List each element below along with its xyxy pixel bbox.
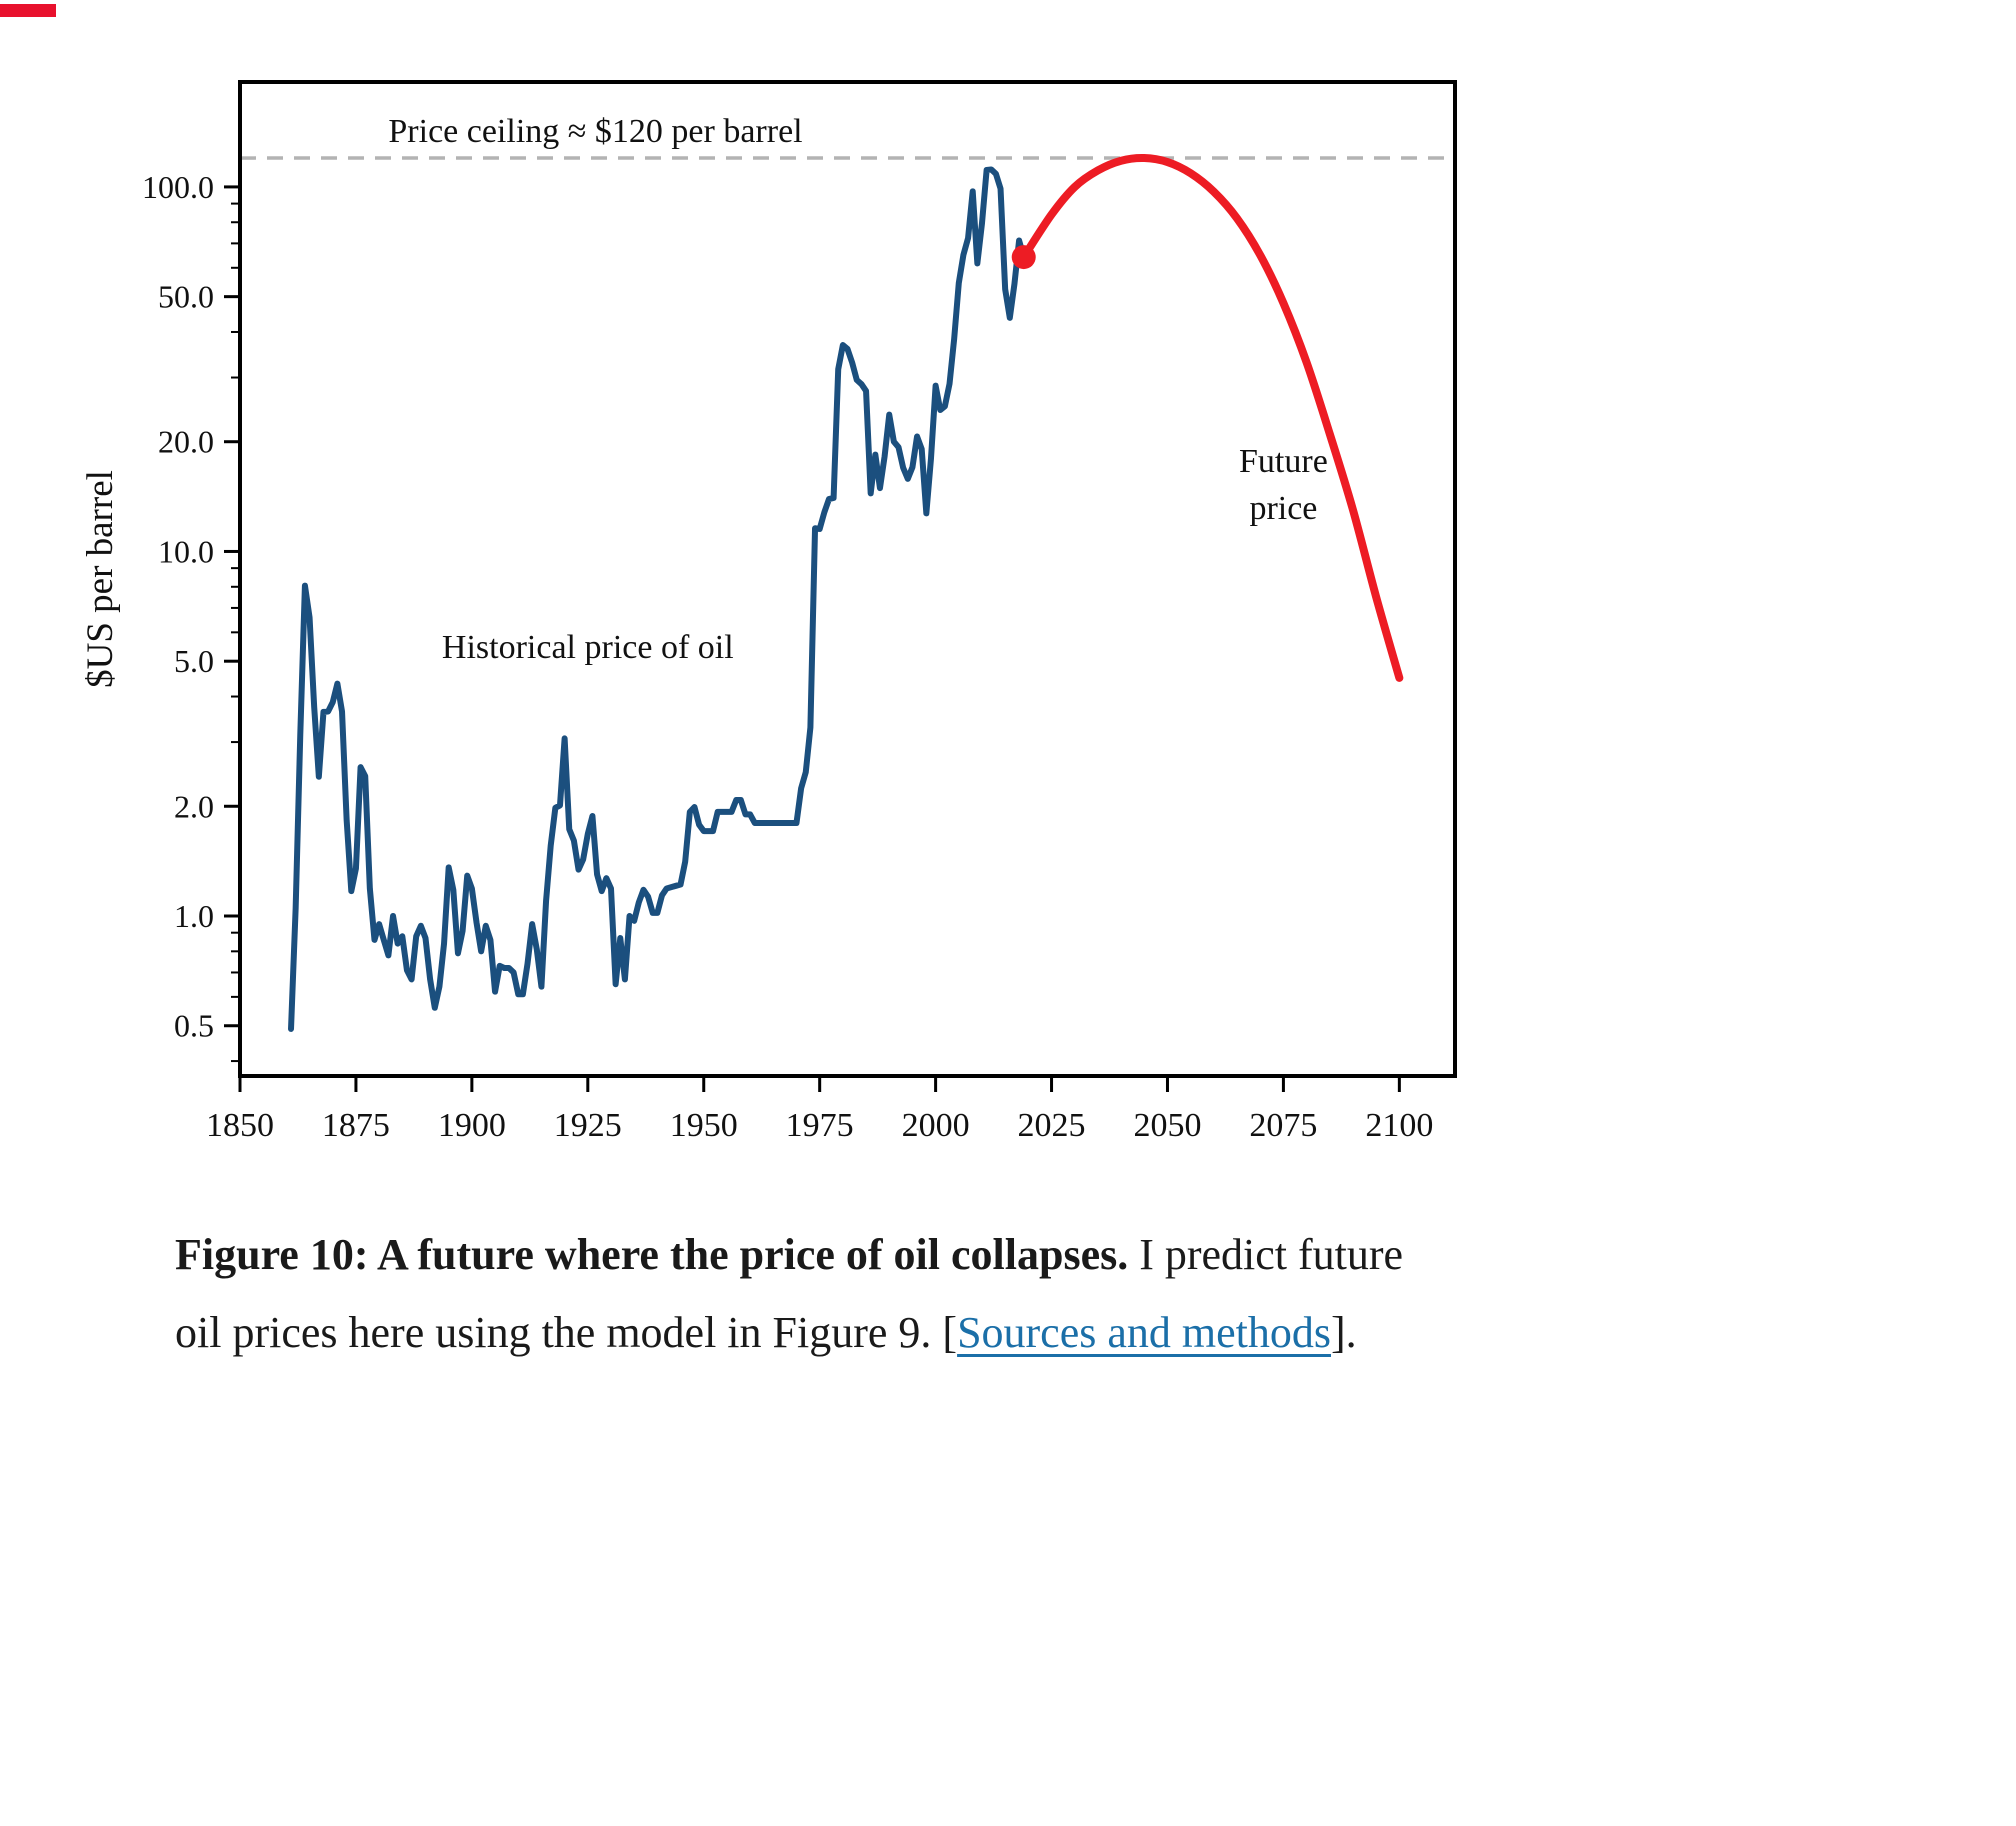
page-top-accent xyxy=(0,4,56,17)
x-tick-label: 2100 xyxy=(1365,1107,1433,1144)
y-tick-label: 1.0 xyxy=(174,898,214,934)
future-series-line xyxy=(1019,154,1404,682)
y-tick-label: 20.0 xyxy=(158,424,214,460)
y-tick-label: 0.5 xyxy=(174,1008,214,1044)
x-tick-label: 1975 xyxy=(786,1107,854,1144)
y-axis-label: $US per barrel xyxy=(80,470,121,688)
historical-series-line xyxy=(288,166,1027,1032)
oil-price-chart: 0.5 1.0 2.0 5.0 10.0 20.0 50.0 100.0 1850 1875 190… xyxy=(0,4,2016,1154)
caption-closing-text: ]. xyxy=(1331,1308,1357,1358)
x-tick-label: 1850 xyxy=(206,1107,274,1144)
y-tick-label: 10.0 xyxy=(158,533,214,569)
oil-price-chart-svg: 0.5 1.0 2.0 5.0 10.0 20.0 50.0 100.0 1850 1875 190… xyxy=(80,80,1457,1144)
y-tick-label: 50.0 xyxy=(158,279,214,315)
figure-caption: Figure 10: A future where the price of o… xyxy=(175,1216,1435,1373)
x-tick-label: 1925 xyxy=(554,1107,622,1144)
historical-annotation: Historical price of oil xyxy=(442,629,734,666)
x-tick-label: 1875 xyxy=(322,1107,390,1144)
x-tick-label: 2075 xyxy=(1249,1107,1317,1144)
y-tick-label: 5.0 xyxy=(174,643,214,679)
y-tick-label: 2.0 xyxy=(174,788,214,824)
plot-border xyxy=(238,80,1457,1078)
future-annotation: price xyxy=(1249,490,1317,527)
x-tick-label: 1950 xyxy=(670,1107,738,1144)
x-tick-label: 2000 xyxy=(902,1107,970,1144)
series-junction-dot xyxy=(1011,245,1036,270)
caption-body-text: I predict future oil prices here using t… xyxy=(175,1230,1404,1358)
x-tick-label: 1900 xyxy=(438,1107,506,1144)
caption-bold-text: Figure 10: A future where the price of o… xyxy=(175,1230,1129,1279)
price-ceiling-annotation: Price ceiling ≈ $120 per barrel xyxy=(388,113,802,150)
x-tick-label: 2050 xyxy=(1133,1107,1201,1144)
figure-10: 0.5 1.0 2.0 5.0 10.0 20.0 50.0 100.0 1850 1875 190… xyxy=(0,4,2016,1373)
x-tick-label: 2025 xyxy=(1018,1107,1086,1144)
y-tick-label: 100.0 xyxy=(142,169,214,205)
sources-and-methods-link[interactable]: Sources and methods xyxy=(957,1308,1331,1358)
future-annotation: Future xyxy=(1239,443,1328,480)
